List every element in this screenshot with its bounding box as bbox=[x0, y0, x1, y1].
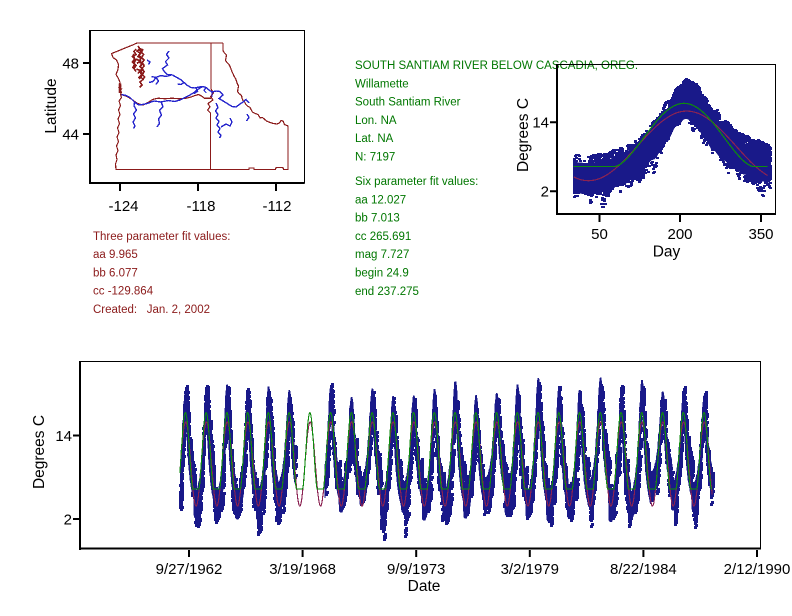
svg-text:48: 48 bbox=[62, 55, 79, 72]
svg-text:Day: Day bbox=[653, 244, 681, 261]
svg-text:aa 12.027: aa 12.027 bbox=[355, 194, 406, 206]
svg-text:N: 7197: N: 7197 bbox=[355, 152, 395, 164]
svg-text:Willamette: Willamette bbox=[355, 78, 409, 90]
svg-text:cc 265.691: cc 265.691 bbox=[355, 231, 411, 243]
svg-text:350: 350 bbox=[748, 226, 773, 243]
svg-text:2: 2 bbox=[64, 511, 72, 528]
svg-text:14: 14 bbox=[55, 428, 72, 445]
svg-text:South Santiam River: South Santiam River bbox=[355, 97, 461, 109]
svg-text:aa 9.965: aa 9.965 bbox=[93, 249, 138, 261]
svg-text:Lat. NA: Lat. NA bbox=[355, 133, 394, 145]
svg-text:Lon. NA: Lon. NA bbox=[355, 115, 397, 127]
svg-text:SOUTH SANTIAM RIVER BELOW CASC: SOUTH SANTIAM RIVER BELOW CASCADIA, OREG… bbox=[355, 60, 638, 72]
svg-text:begin 24.9: begin 24.9 bbox=[355, 268, 409, 280]
svg-text:50: 50 bbox=[591, 226, 608, 243]
svg-text:44: 44 bbox=[62, 126, 79, 143]
svg-text:9/9/1973: 9/9/1973 bbox=[387, 561, 445, 578]
svg-text:end 237.275: end 237.275 bbox=[355, 286, 419, 298]
svg-text:-118: -118 bbox=[187, 198, 216, 215]
svg-text:200: 200 bbox=[667, 226, 692, 243]
svg-text:Three parameter fit values:: Three parameter fit values: bbox=[93, 231, 230, 243]
svg-text:3/19/1968: 3/19/1968 bbox=[269, 561, 336, 578]
svg-text:-124: -124 bbox=[108, 198, 138, 215]
svg-text:3/2/1979: 3/2/1979 bbox=[501, 561, 559, 578]
svg-text:8/22/1984: 8/22/1984 bbox=[610, 561, 677, 578]
svg-text:2/12/1990: 2/12/1990 bbox=[724, 561, 791, 578]
svg-text:14: 14 bbox=[532, 115, 549, 132]
svg-text:Degrees C: Degrees C bbox=[515, 98, 532, 172]
svg-text:Degrees C: Degrees C bbox=[31, 415, 48, 489]
svg-text:-112: -112 bbox=[263, 198, 292, 215]
svg-text:cc -129.864: cc -129.864 bbox=[93, 286, 154, 298]
svg-text:Date: Date bbox=[408, 578, 441, 595]
svg-text:9/27/1962: 9/27/1962 bbox=[156, 561, 223, 578]
svg-text:Created: Jan. 2, 2002: Created: Jan. 2, 2002 bbox=[93, 304, 210, 316]
svg-text:2: 2 bbox=[541, 184, 549, 201]
svg-text:Six parameter fit values:: Six parameter fit values: bbox=[355, 176, 478, 188]
svg-text:mag 7.727: mag 7.727 bbox=[355, 249, 409, 261]
svg-text:Latitude: Latitude bbox=[43, 78, 60, 133]
svg-text:bb 7.013: bb 7.013 bbox=[355, 213, 400, 225]
svg-text:bb 6.077: bb 6.077 bbox=[93, 267, 138, 279]
